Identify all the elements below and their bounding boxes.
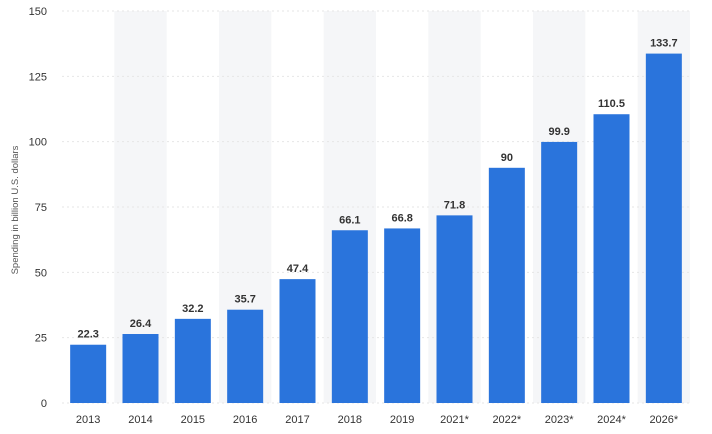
x-tick-label: 2013 — [76, 414, 100, 426]
x-axis-ticks: 2013 2014 2015 2016 2017 2018 2019 2021* 2022* 20… — [76, 414, 679, 426]
y-tick-label: 50 — [35, 267, 47, 279]
bar — [227, 309, 264, 403]
y-tick-label: 25 — [35, 333, 47, 345]
y-tick-label: 75 — [35, 202, 47, 214]
x-tick-label: 2018 — [338, 414, 362, 426]
x-tick-label: 2023* — [545, 414, 574, 426]
bar — [436, 215, 473, 403]
bar — [122, 334, 159, 403]
data-label: 22.3 — [77, 329, 98, 341]
bars — [70, 53, 682, 404]
data-label: 32.2 — [182, 303, 203, 315]
bar — [70, 344, 107, 403]
bar — [279, 279, 316, 403]
y-axis-title: Spending in billion U.S. dollars — [10, 145, 21, 274]
x-tick-label: 2016 — [233, 414, 257, 426]
x-tick-label: 2017 — [285, 414, 309, 426]
data-label: 110.5 — [598, 98, 625, 110]
y-tick-label: 150 — [29, 6, 47, 18]
bar — [174, 318, 211, 403]
x-tick-label: 2026* — [649, 414, 678, 426]
bar — [384, 228, 421, 403]
x-tick-label: 2021* — [440, 414, 469, 426]
data-label: 71.8 — [444, 199, 465, 211]
data-label: 47.4 — [287, 263, 309, 275]
x-tick-label: 2014 — [128, 414, 152, 426]
x-tick-label: 2015 — [181, 414, 205, 426]
y-axis-ticks: 0 25 50 75 100 125 150 — [29, 6, 47, 410]
data-label: 133.7 — [650, 38, 678, 50]
data-label: 66.8 — [391, 212, 412, 224]
data-labels: 22.3 26.4 32.2 35.7 47.4 66.1 66.8 71.8 90 99.9 11… — [77, 38, 677, 341]
x-tick-label: 2019 — [390, 414, 414, 426]
x-tick-label: 2024* — [597, 414, 626, 426]
bar — [593, 114, 630, 403]
y-tick-label: 0 — [41, 398, 47, 410]
bar — [645, 53, 682, 404]
bar — [488, 167, 525, 403]
y-tick-label: 125 — [29, 71, 47, 83]
data-label: 35.7 — [234, 294, 255, 306]
y-tick-label: 100 — [29, 137, 47, 149]
bar — [331, 230, 368, 403]
data-label: 90 — [501, 152, 513, 164]
data-label: 99.9 — [548, 126, 569, 138]
data-label: 66.1 — [339, 214, 360, 226]
bar — [541, 141, 578, 404]
data-label: 26.4 — [130, 318, 152, 330]
x-tick-label: 2022* — [492, 414, 521, 426]
